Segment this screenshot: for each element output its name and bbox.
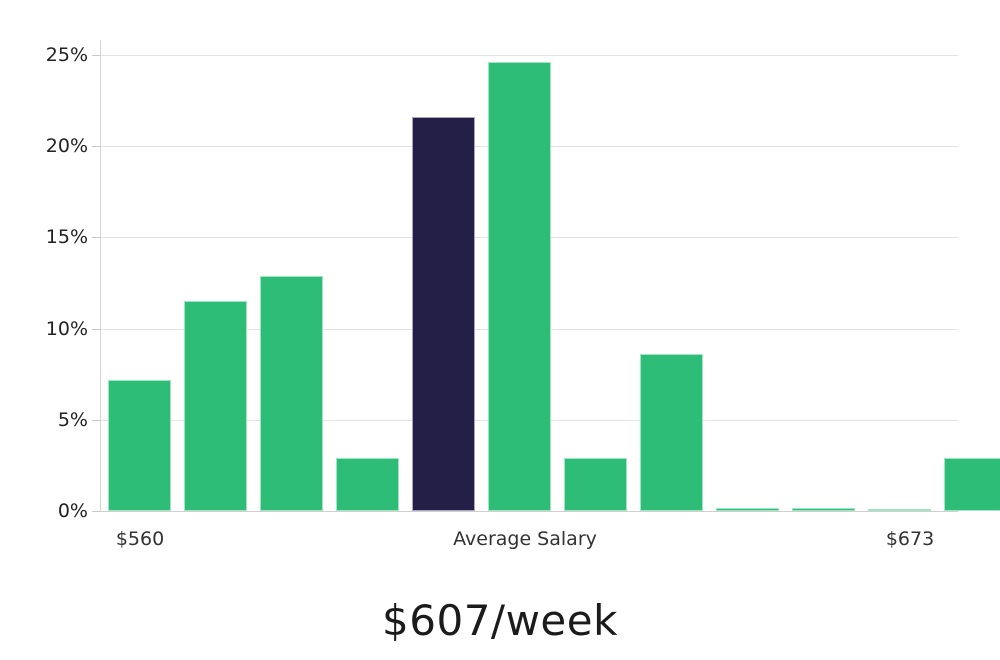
bar[interactable]: [716, 508, 779, 511]
axis-layer: 0% 5% 10% 15% 20% 25%: [45, 40, 101, 522]
y-axis-tick-label: 20%: [45, 135, 88, 158]
bar-highlighted[interactable]: [412, 117, 475, 511]
bar[interactable]: [184, 301, 247, 511]
bar[interactable]: [640, 354, 703, 511]
y-axis-tick-label: 0%: [57, 500, 88, 522]
y-tick-mark: [92, 55, 100, 56]
bar[interactable]: [792, 508, 855, 511]
bar[interactable]: [564, 458, 627, 511]
y-tick-mark: [92, 146, 100, 148]
y-axis-tick-label: 10%: [45, 317, 88, 340]
bar[interactable]: [488, 62, 551, 511]
bar[interactable]: [944, 458, 1000, 511]
bars-layer: [108, 62, 1000, 511]
bar[interactable]: [336, 458, 399, 511]
x-axis-label-2: $673: [885, 528, 935, 550]
x-axis-label-1: Average Salary: [453, 528, 597, 550]
y-axis-tick-label: 5%: [57, 408, 88, 431]
bar[interactable]: [868, 509, 931, 511]
y-axis-tick-label: 15%: [45, 226, 88, 249]
bar[interactable]: [108, 379, 171, 511]
y-tick-mark: [92, 419, 100, 421]
gridline-25: [100, 55, 958, 56]
x-axis-label-0: $560: [115, 528, 165, 550]
y-axis-tick-label: 25%: [45, 44, 88, 66]
gridline-0: [100, 511, 958, 512]
plot-area: 0% 5% 10% 15% 20% 25%: [45, 40, 1000, 522]
chart-caption: $607/week: [382, 596, 618, 645]
y-tick-mark: [92, 328, 100, 330]
bar[interactable]: [260, 275, 323, 511]
y-axis-line: [100, 40, 101, 511]
y-tick-mark: [92, 237, 100, 239]
y-tick-mark: [92, 511, 100, 512]
